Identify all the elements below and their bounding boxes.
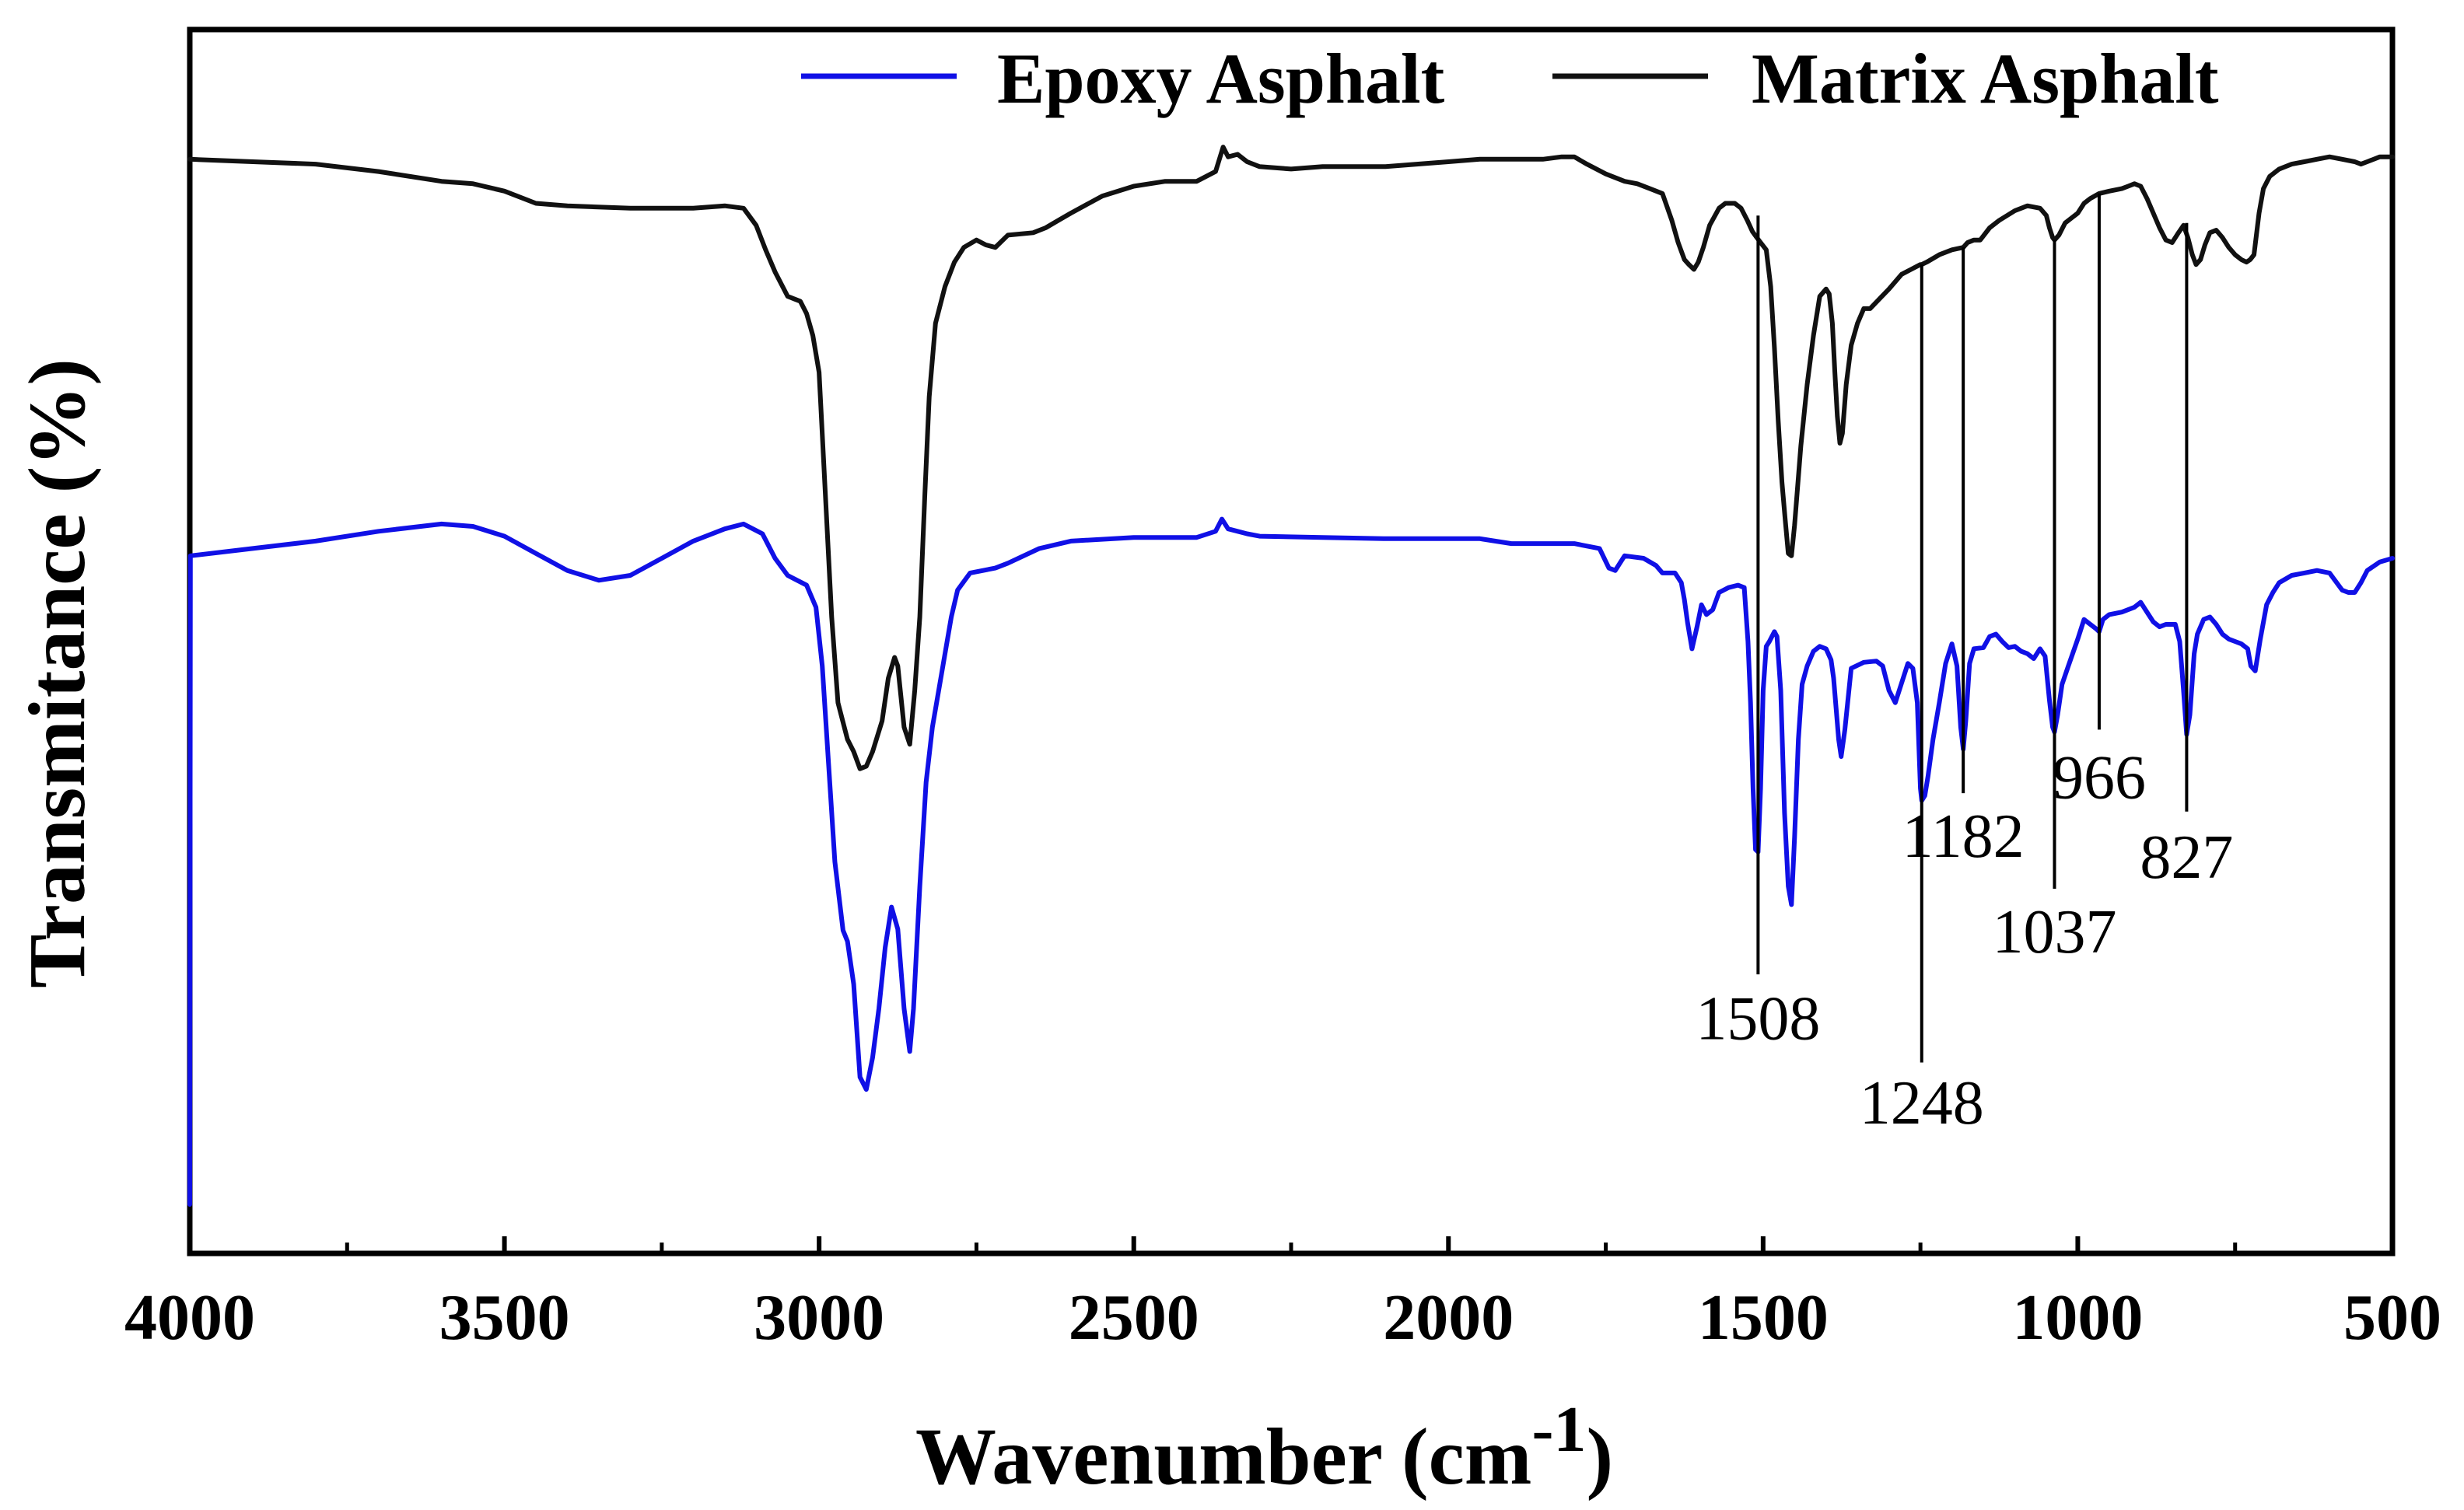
- series-layer: [187, 145, 2395, 1207]
- legend-label-matrix: Matrix Asphalt: [1752, 39, 2219, 118]
- legend-label-epoxy: Epoxy Asphalt: [997, 39, 1445, 118]
- x-tick-label-3000: 3000: [754, 1281, 884, 1354]
- legend: Epoxy Asphalt Matrix Asphalt: [801, 39, 2219, 118]
- series-line-epoxy-asphalt: [187, 516, 2395, 1207]
- annotation-label-1037: 1037: [1992, 898, 2116, 966]
- x-axis-title: Wavenumber (cm-1): [915, 1393, 1613, 1501]
- x-tick-label-1000: 1000: [2012, 1281, 2143, 1354]
- x-tick-label-2000: 2000: [1383, 1281, 1514, 1354]
- annotation-label-1508: 1508: [1696, 985, 1820, 1054]
- annotation-label-966: 966: [2053, 743, 2146, 812]
- x-axis-ticks: 4000 3500 3000 2500 2000 1500 1000 500: [124, 1236, 2441, 1354]
- x-tick-label-2500: 2500: [1069, 1281, 1199, 1354]
- x-tick-label-500: 500: [2343, 1281, 2441, 1354]
- x-tick-label-4000: 4000: [124, 1281, 255, 1354]
- annotation-label-827: 827: [2140, 823, 2233, 892]
- plot-frame: [187, 26, 2396, 1257]
- x-tick-label-3500: 3500: [439, 1281, 570, 1354]
- series-line-matrix-asphalt: [187, 145, 2395, 771]
- annotation-label-1248: 1248: [1860, 1069, 1984, 1138]
- x-tick-label-1500: 1500: [1698, 1281, 1829, 1354]
- y-axis-title: Transmitance (%): [12, 358, 102, 988]
- annotation-layer: 1508 1248 1182 1037 966 827: [1696, 193, 2233, 1138]
- annotation-label-1182: 1182: [1902, 802, 2025, 871]
